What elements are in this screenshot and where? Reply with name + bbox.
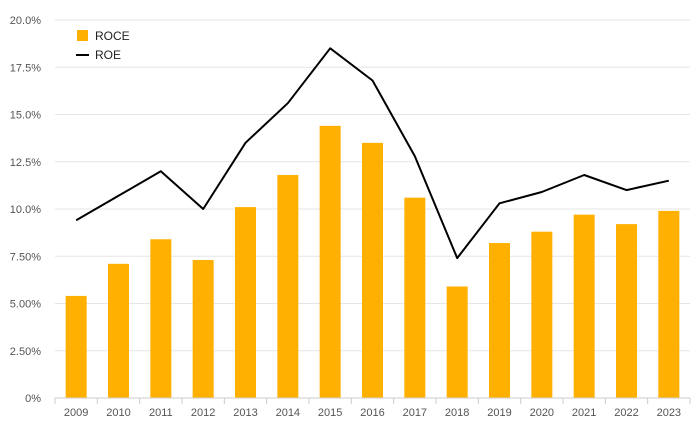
roce-bar (616, 224, 637, 398)
roce-bar (150, 239, 172, 398)
roce-bar (404, 197, 426, 398)
roce-bar (573, 214, 595, 398)
x-tick-label: 2013 (233, 407, 257, 419)
roce-bar (192, 260, 214, 398)
y-tick-label: 15.0% (10, 110, 41, 122)
roce-bar (658, 210, 680, 398)
y-tick-label: 12.5% (10, 157, 41, 169)
y-tick-label: 2.50% (10, 346, 41, 358)
roce-bar (108, 263, 129, 398)
y-axis-tick-labels: 0% 2.50% 5.00% 7.50% 10.0% 12.5% 15.0% 17.5% 20.… (10, 15, 41, 405)
roce-bar (235, 207, 256, 398)
x-tick-label: 2020 (530, 407, 554, 419)
x-tick-label: 2017 (403, 407, 427, 419)
y-tick-label: 0% (25, 393, 41, 405)
x-tick-label: 2019 (487, 407, 511, 419)
x-tick-label: 2009 (64, 407, 88, 419)
legend-label-roe: ROE (95, 48, 121, 62)
x-tick-label: 2012 (191, 407, 215, 419)
x-tick-label: 2015 (318, 407, 342, 419)
x-tick-label: 2010 (106, 407, 130, 419)
x-tick-label: 2016 (360, 407, 384, 419)
y-tick-label: 10.0% (10, 204, 41, 216)
x-tick-label: 2022 (614, 407, 638, 419)
x-tick-label: 2021 (572, 407, 596, 419)
legend-swatch-roce (77, 30, 88, 41)
x-tick-label: 2014 (276, 407, 300, 419)
roce-bar (277, 174, 299, 398)
x-tick-label: 2011 (149, 407, 173, 419)
legend-label-roce: ROCE (95, 29, 130, 43)
x-axis: 2009 2010 2011 2012 2013 2014 2015 2016 2017 2018… (54, 397, 691, 419)
legend: ROCE ROE (76, 29, 130, 62)
roe-line-layer (75, 47, 670, 260)
x-tick-label: 2018 (445, 407, 469, 419)
y-tick-label: 7.50% (10, 251, 41, 263)
roce-bar (531, 231, 553, 398)
roce-bar (65, 295, 87, 398)
y-tick-label: 5.00% (10, 299, 41, 311)
y-tick-label: 20.0% (10, 15, 41, 27)
roce-bar (319, 125, 341, 398)
roce-bar (489, 243, 510, 398)
x-tick-label: 2023 (657, 407, 681, 419)
roce-bars (65, 125, 680, 398)
roce-bar (362, 142, 383, 398)
roe-line (75, 47, 670, 260)
roce-bar (446, 286, 468, 398)
y-tick-label: 17.5% (10, 62, 41, 74)
